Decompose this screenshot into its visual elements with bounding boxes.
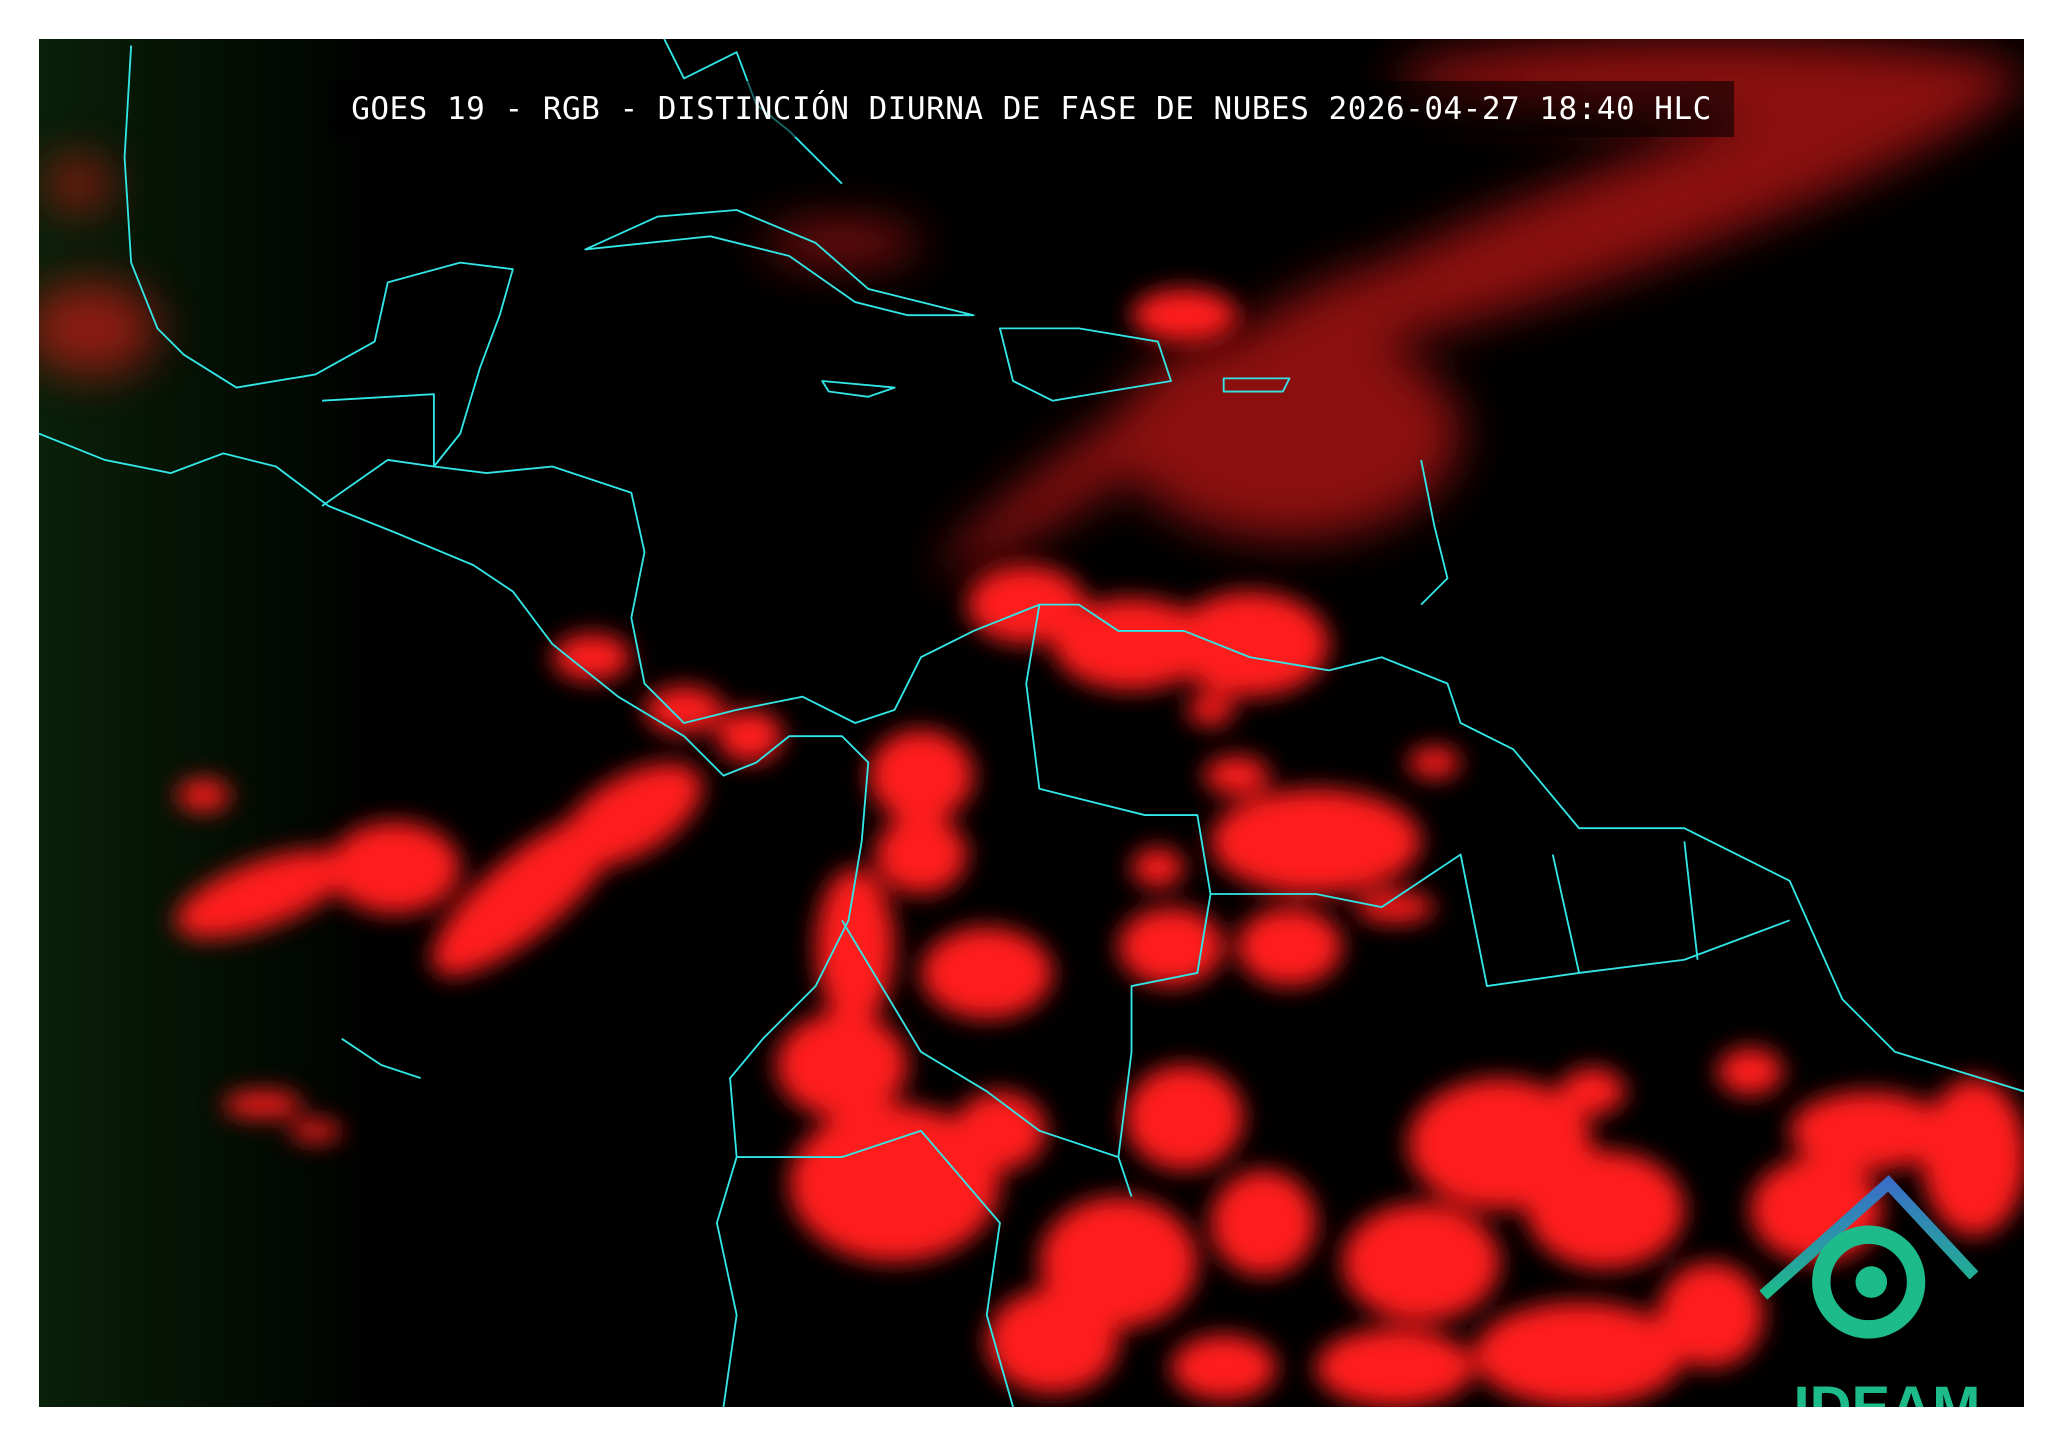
vegetation-tint bbox=[39, 39, 382, 1407]
image-title: GOES 19 - RGB - DISTINCIÓN DIURNA DE FAS… bbox=[39, 81, 2024, 137]
coastlines-borders bbox=[39, 39, 2024, 1407]
cloud-layer bbox=[39, 39, 2024, 1407]
ideam-logo-emblem bbox=[1759, 1175, 1979, 1339]
satellite-image-frame: GOES 19 - RGB - DISTINCIÓN DIURNA DE FAS… bbox=[39, 39, 2024, 1407]
ideam-logo-text: IDEAM bbox=[1777, 1374, 1997, 1407]
title-text: GOES 19 - RGB - DISTINCIÓN DIURNA DE FAS… bbox=[329, 81, 1734, 137]
satellite-map bbox=[39, 39, 2024, 1407]
